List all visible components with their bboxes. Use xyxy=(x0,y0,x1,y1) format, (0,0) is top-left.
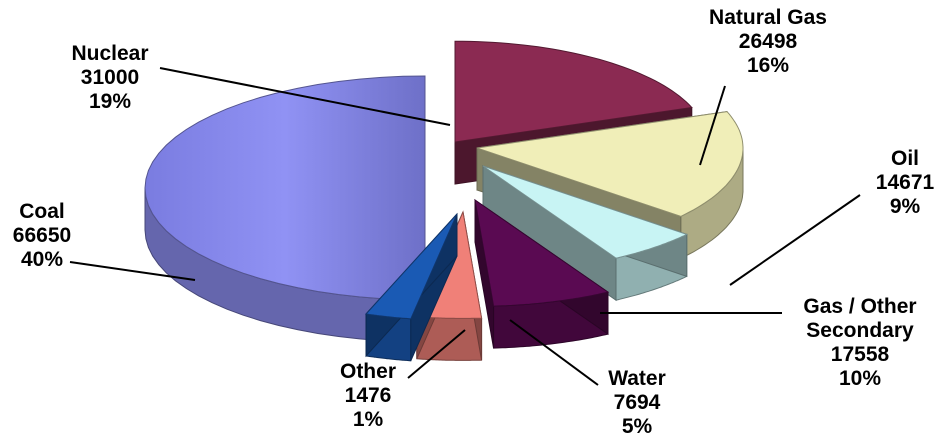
data-label-line: 31000 xyxy=(81,66,139,89)
data-label-line: 40% xyxy=(21,248,63,271)
slice-gas-other-secondary xyxy=(474,198,610,349)
data-label-line: Oil xyxy=(891,147,919,170)
data-label-line: 1% xyxy=(353,408,384,431)
slice-oil xyxy=(482,165,689,302)
data-label-line: 17558 xyxy=(831,343,890,366)
slice-coal xyxy=(144,75,426,343)
slice-top-face xyxy=(144,75,426,301)
data-label-line: 66650 xyxy=(13,224,71,247)
data-label-oil: Oil 14671 9% xyxy=(876,147,935,218)
slice-top-face xyxy=(474,198,610,307)
data-label-line: 26498 xyxy=(739,30,798,53)
data-label-line: Nuclear xyxy=(71,42,148,65)
data-label-line: Gas / Other xyxy=(803,295,916,318)
slice-labels: Coal 66650 40% Nuclear 31000 19% Natural Gas 26… xyxy=(13,6,935,438)
data-label-line: 1476 xyxy=(345,384,392,407)
leader-line-oil xyxy=(729,194,861,286)
leader-line-natural-gas xyxy=(699,85,726,166)
data-label-line: Secondary xyxy=(806,319,914,342)
data-label-other: Other 1476 1% xyxy=(340,360,396,431)
data-label-line: Water xyxy=(608,367,666,390)
slice-top-face xyxy=(364,213,458,320)
data-label-line: Other xyxy=(340,360,396,383)
data-label-line: Coal xyxy=(19,200,65,223)
leader-line-coal xyxy=(69,261,196,281)
data-label-line: 10% xyxy=(839,367,881,390)
data-label-natural-gas: Natural Gas 26498 16% xyxy=(709,6,827,77)
slice-top-face xyxy=(454,40,693,143)
data-label-line: Natural Gas xyxy=(709,6,827,29)
leader-lines xyxy=(69,67,861,386)
slice-other xyxy=(364,212,458,362)
data-label-line: 5% xyxy=(622,415,653,438)
data-label-line: 9% xyxy=(890,195,921,218)
data-label-water: Water 7694 5% xyxy=(608,367,666,438)
leader-line-other xyxy=(407,329,466,379)
data-label-line: 16% xyxy=(747,54,789,77)
leader-line-water xyxy=(509,319,599,386)
slice-top-face xyxy=(482,165,689,259)
leader-line-nuclear xyxy=(159,67,451,126)
data-label-nuclear: Nuclear 31000 19% xyxy=(71,42,148,113)
pie-slices xyxy=(144,40,744,362)
slice-top-face xyxy=(476,111,744,217)
data-label-line: 19% xyxy=(89,90,131,113)
data-label-line: 14671 xyxy=(876,171,935,194)
data-label-coal: Coal 66650 40% xyxy=(13,200,71,271)
data-label-gas-other: Gas / Other Secondary 17558 10% xyxy=(803,295,916,390)
data-label-line: 7694 xyxy=(614,391,661,414)
